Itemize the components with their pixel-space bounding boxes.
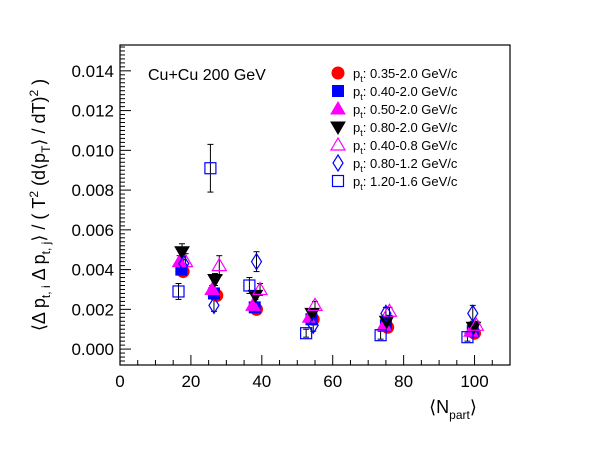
data-point	[250, 252, 263, 271]
legend-marker	[331, 174, 345, 188]
y-tick-label: 0.012	[71, 102, 114, 121]
data-point	[468, 317, 485, 331]
y-axis-label-text: ⟨Δ pt, i Δ pt, j⟩ / ( T2 (d⟨pT⟩ / dT)2 )	[27, 79, 53, 331]
data-point	[177, 253, 194, 268]
legend-label: pt: 0.35-2.0 GeV/c	[353, 66, 458, 84]
x-tick-label: 100	[460, 372, 488, 391]
data-point	[461, 331, 474, 344]
data-point	[207, 274, 223, 288]
y-tick-label: 0.010	[71, 141, 114, 160]
x-tick-label: 0	[115, 372, 124, 391]
y-axis-ticks: 0.000 0.002 0.004 0.006 0.008 0.010 0.012 0.014	[71, 46, 131, 366]
legend-label: pt: 0.40-0.8 GeV/c	[353, 138, 458, 156]
data-point	[380, 304, 392, 323]
legend-marker	[332, 153, 344, 173]
legend-label: pt: 0.80-1.2 GeV/c	[353, 156, 458, 174]
legend-marker	[331, 66, 345, 80]
data-point	[300, 327, 313, 340]
data-point	[204, 162, 217, 175]
data-point	[304, 307, 321, 322]
data-point	[467, 304, 479, 323]
x-tick-label: 20	[181, 372, 200, 391]
data-point	[307, 316, 319, 335]
legend-label: pt: 1.20-1.6 GeV/c	[353, 174, 458, 192]
data-point	[178, 254, 190, 273]
y-tick-label: 0.006	[71, 221, 114, 240]
x-axis-label: ⟨Npart⟩	[429, 397, 477, 422]
legend: pt: 0.35-2.0 GeV/cpt: 0.40-2.0 GeV/cpt: …	[329, 66, 458, 192]
legend-label: pt: 0.40-2.0 GeV/c	[353, 84, 458, 102]
legend-marker	[332, 85, 344, 97]
legend-label: pt: 0.50-2.0 GeV/c	[353, 102, 458, 120]
y-axis-label: ⟨Δ pt, i Δ pt, j⟩ / ( T2 (d⟨pT⟩ / dT)2 )	[27, 79, 53, 331]
data-point	[208, 296, 220, 315]
y-tick-label: 0.000	[71, 340, 114, 359]
x-tick-label: 60	[323, 372, 342, 391]
data-point	[204, 281, 221, 295]
y-tick-label: 0.002	[71, 300, 114, 319]
data-point	[306, 297, 324, 311]
y-tick-label: 0.004	[71, 261, 114, 280]
legend-label: pt: 0.80-2.0 GeV/c	[353, 120, 458, 138]
data-point	[245, 297, 261, 311]
x-tick-label: 40	[252, 372, 271, 391]
data-point	[374, 329, 387, 342]
y-tick-label: 0.014	[71, 62, 114, 81]
data-point	[247, 289, 264, 304]
collision-annotation: Cu+Cu 200 GeV	[148, 67, 266, 84]
data-point	[174, 246, 190, 260]
x-axis-ticks: 0 20 40 60 80 100	[115, 355, 511, 391]
data-point	[243, 279, 256, 292]
legend-marker	[330, 121, 346, 135]
data-point	[172, 285, 185, 298]
data-point	[252, 281, 269, 296]
x-tick-label: 80	[394, 372, 413, 391]
y-tick-label: 0.008	[71, 181, 114, 200]
data-point	[211, 257, 228, 272]
legend-marker	[329, 136, 347, 151]
legend-marker	[330, 101, 346, 115]
markers-layer	[171, 162, 485, 344]
x-axis-label-text: ⟨Npart⟩	[429, 397, 477, 422]
